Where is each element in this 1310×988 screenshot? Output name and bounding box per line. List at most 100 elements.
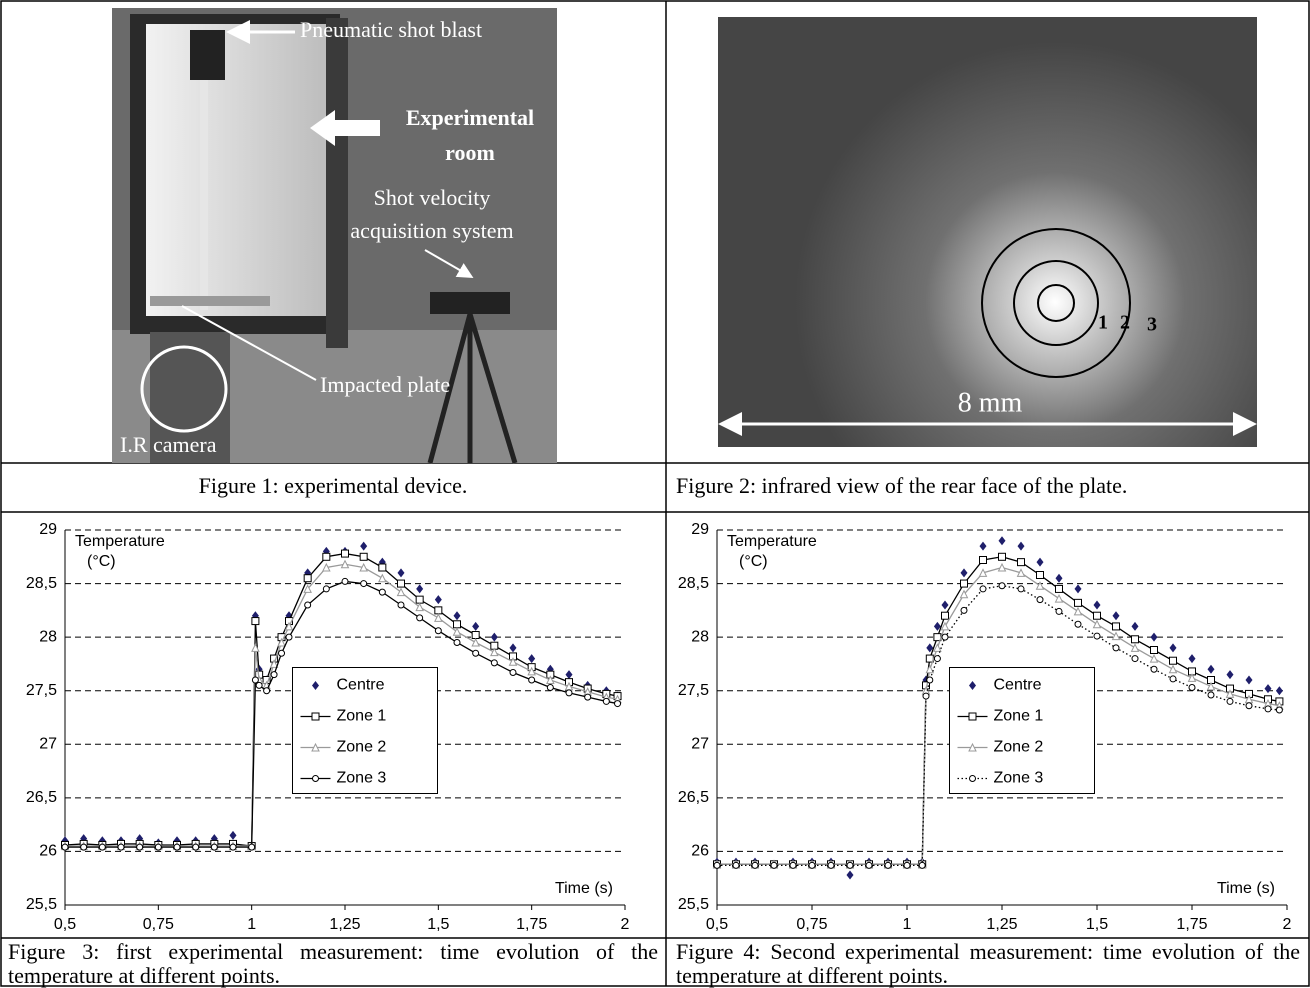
point xyxy=(278,649,286,657)
point xyxy=(602,697,610,705)
point xyxy=(1130,643,1140,652)
point xyxy=(1112,644,1120,652)
point xyxy=(416,614,424,622)
point xyxy=(997,562,1007,572)
x-tick-label: 2 xyxy=(1283,916,1292,933)
point xyxy=(922,692,930,700)
point xyxy=(1264,705,1272,713)
point xyxy=(751,861,759,869)
point xyxy=(1226,697,1234,705)
caption: Figure 4: Second experimental measuremen… xyxy=(676,939,1300,988)
point xyxy=(979,585,987,593)
point xyxy=(1093,600,1101,610)
point xyxy=(925,664,935,674)
point xyxy=(808,861,816,869)
x-tick-label: 1,25 xyxy=(986,916,1017,933)
point xyxy=(614,700,622,708)
point xyxy=(1112,622,1120,631)
point xyxy=(1264,684,1272,694)
point xyxy=(378,563,387,572)
x-tick-label: 0,5 xyxy=(706,916,728,933)
chart: 25,5 26 26,5 27 27,5 28 28,5 29 0,5 0,75 1 1,25 1,5 1… xyxy=(26,521,630,933)
point xyxy=(1111,631,1121,641)
point xyxy=(359,562,368,572)
point xyxy=(416,584,424,594)
legend-marker xyxy=(311,712,320,721)
point xyxy=(546,684,554,691)
x-tick-label: 1,75 xyxy=(516,916,547,933)
point xyxy=(136,843,144,851)
point xyxy=(284,621,294,631)
point xyxy=(1245,702,1253,710)
point xyxy=(1226,670,1234,680)
point xyxy=(303,584,312,593)
point xyxy=(1017,558,1025,567)
point xyxy=(1131,621,1139,631)
point xyxy=(1055,607,1063,615)
photo-experimental-device: Pneumatic shot blast Experimental room S… xyxy=(112,8,557,464)
photo-infrared-view: 1 2 3 8 mm xyxy=(718,17,1257,447)
point xyxy=(98,843,106,851)
y-tick-label: 28,5 xyxy=(678,575,709,592)
x-tick-label: 0,5 xyxy=(54,916,76,933)
point xyxy=(359,552,368,561)
point xyxy=(173,843,181,851)
point xyxy=(960,568,968,578)
point xyxy=(713,861,721,869)
point xyxy=(453,611,461,621)
point xyxy=(229,830,237,840)
y-tick-label: 28 xyxy=(39,628,57,645)
legend-marker xyxy=(311,742,320,752)
point xyxy=(1169,643,1177,653)
legend: Centre Zone 1 Zone 2 Zone 3 xyxy=(949,667,1095,794)
point xyxy=(269,659,279,668)
point xyxy=(192,843,200,851)
y-tick-label: 29 xyxy=(691,521,709,538)
point xyxy=(1187,673,1197,682)
point xyxy=(1275,706,1283,714)
point xyxy=(941,633,949,641)
point xyxy=(979,556,987,564)
x-tick-label: 0,75 xyxy=(143,916,174,933)
x-axis-label: Time (s) xyxy=(1217,880,1275,897)
y-tick-label: 25,5 xyxy=(678,896,709,913)
point xyxy=(926,676,934,684)
point xyxy=(903,861,911,869)
point xyxy=(434,606,443,615)
chart: 25,5 26 26,5 27 27,5 28 28,5 29 0,5 0,75 1 1,25 1,5 1… xyxy=(678,521,1292,933)
point xyxy=(960,579,968,588)
point xyxy=(978,568,988,577)
label: Shot velocity xyxy=(374,185,491,210)
point xyxy=(1093,632,1101,640)
point xyxy=(490,632,498,642)
point xyxy=(277,637,286,647)
point xyxy=(1150,665,1158,673)
point xyxy=(1225,689,1235,698)
legend-marker xyxy=(968,742,977,752)
point xyxy=(471,631,480,639)
point xyxy=(509,669,517,676)
label: acquisition system xyxy=(350,218,513,243)
point xyxy=(378,588,386,596)
label: room xyxy=(445,140,495,165)
legend-label: Centre xyxy=(994,677,1042,694)
caption: Figure 3: first experimental measurement… xyxy=(8,939,658,988)
point xyxy=(322,552,331,561)
point xyxy=(472,621,480,631)
x-tick-label: 1 xyxy=(903,916,912,933)
point xyxy=(933,643,942,652)
point xyxy=(1206,681,1216,691)
series-line xyxy=(717,585,1280,867)
point xyxy=(255,681,263,689)
zone-label: 2 xyxy=(1120,312,1130,334)
point xyxy=(846,870,854,880)
legend-label: Zone 2 xyxy=(994,739,1044,756)
point xyxy=(827,861,835,869)
point xyxy=(434,595,442,605)
point xyxy=(584,693,592,701)
point xyxy=(1074,584,1082,594)
legend-label: Zone 3 xyxy=(994,770,1044,787)
legend-marker xyxy=(968,712,977,721)
point xyxy=(1093,611,1101,620)
